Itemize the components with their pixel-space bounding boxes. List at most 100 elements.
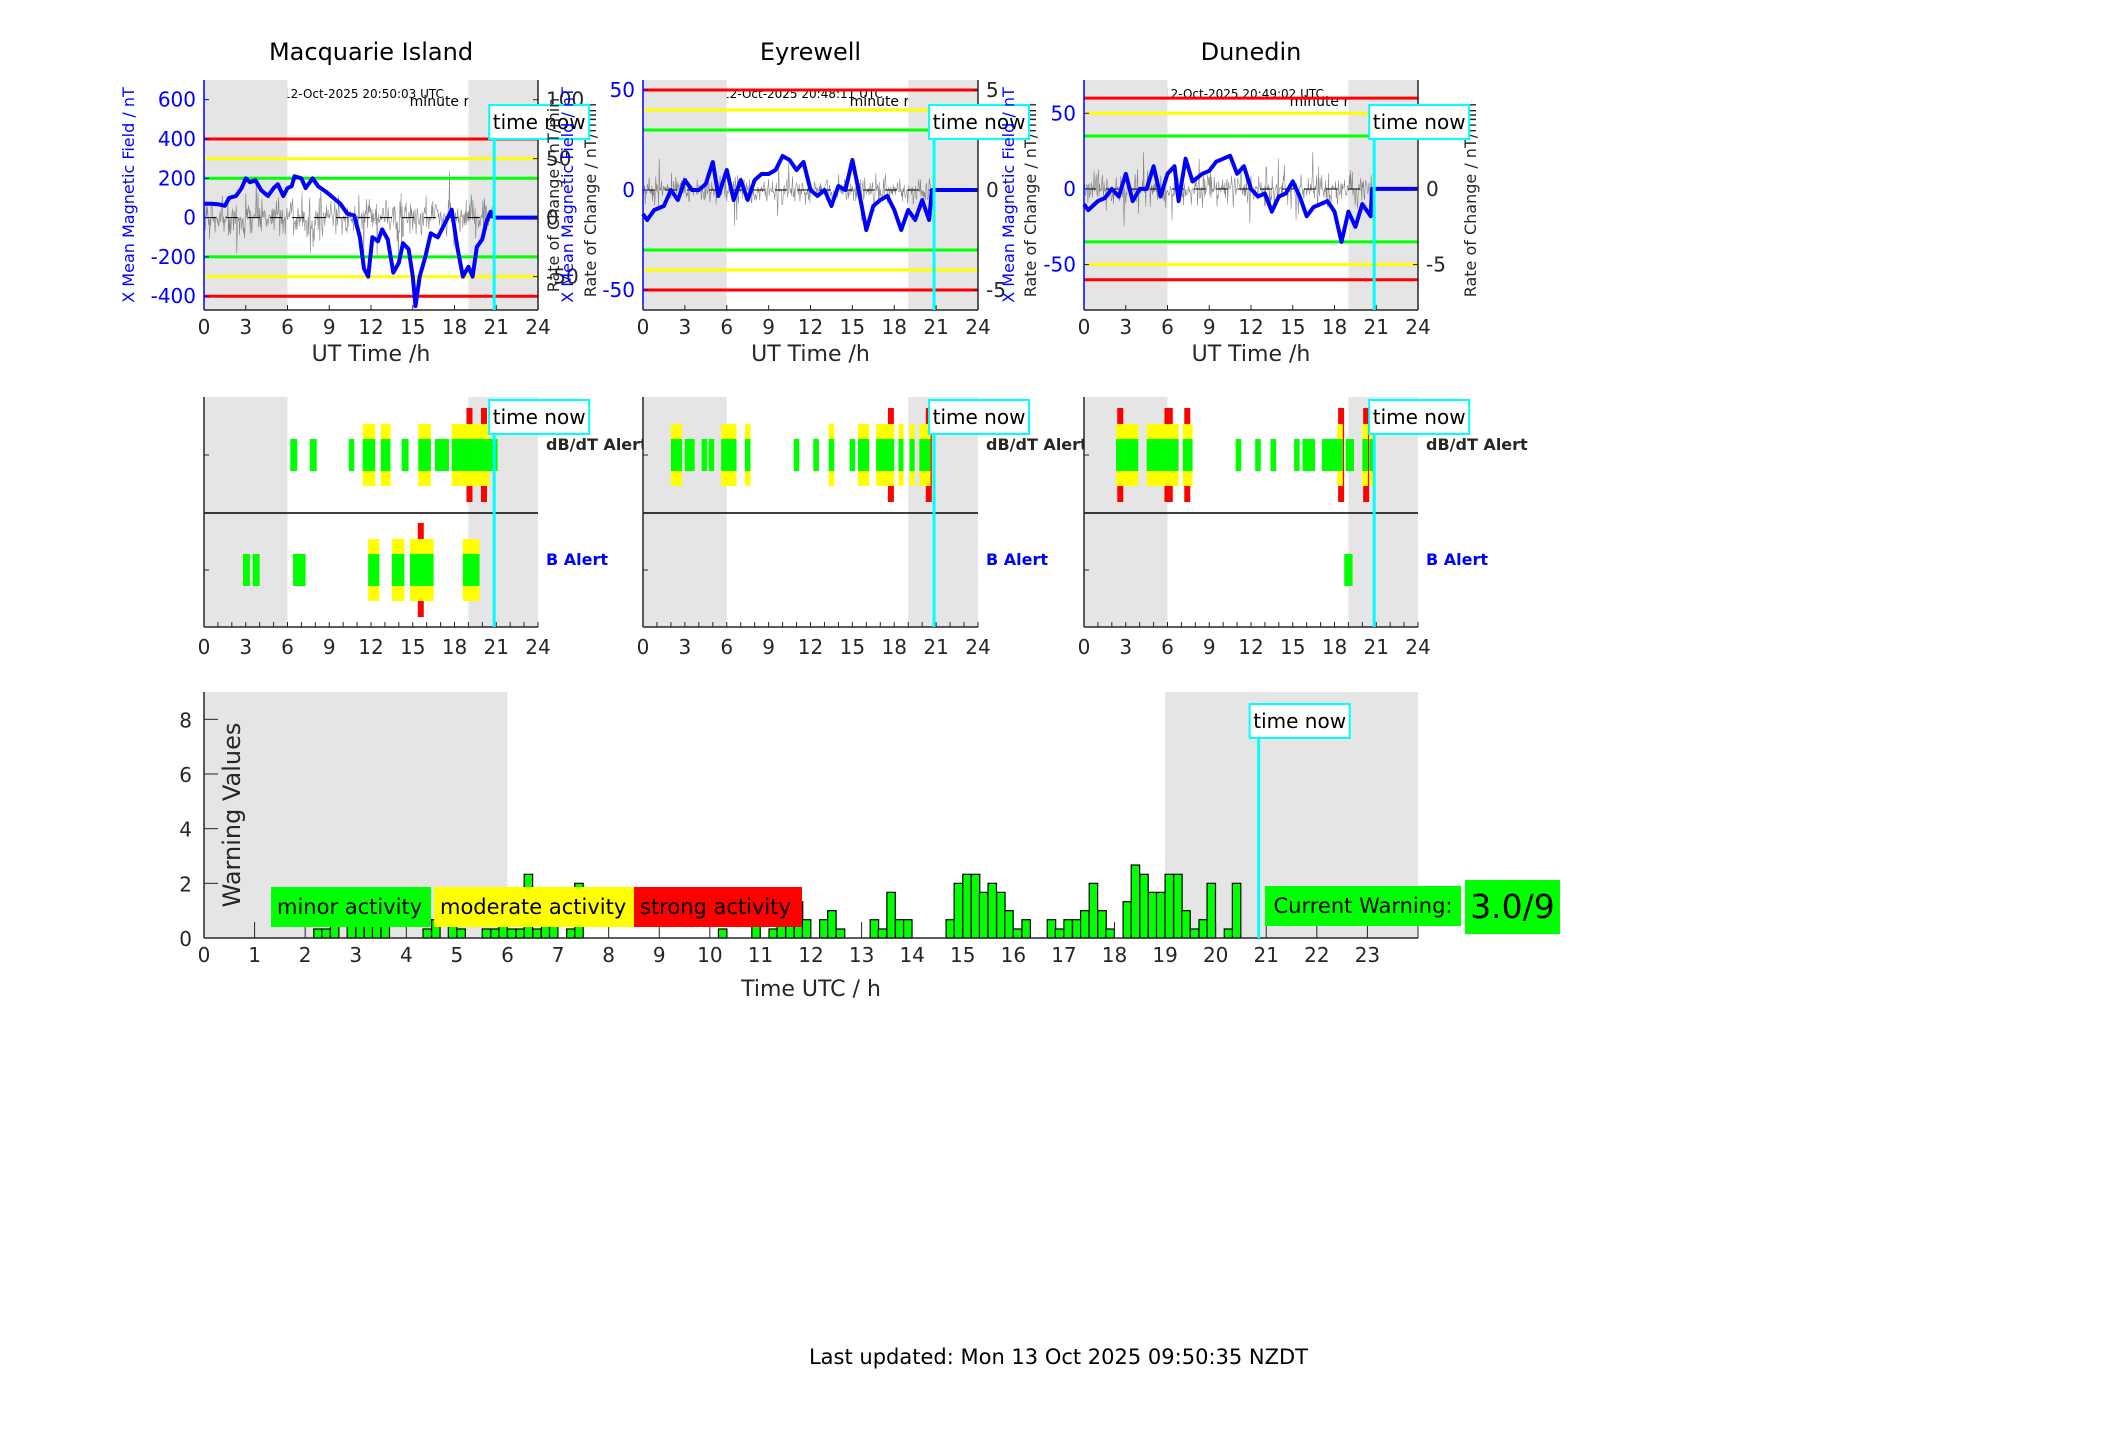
alert-1-time-now-box — [928, 399, 1031, 435]
hist-xtick-label: 21 — [1254, 943, 1279, 967]
alert-1-dbdt-mark — [919, 439, 925, 471]
hist-bar — [945, 919, 956, 939]
alert-2-xtick-label: 24 — [1405, 635, 1430, 659]
station-1-xtick-label: 6 — [720, 315, 733, 339]
hist-xtick-label: 20 — [1203, 943, 1228, 967]
hist-xtick-label: 14 — [899, 943, 924, 967]
hist-bar — [1164, 873, 1175, 939]
hist-bar — [506, 928, 517, 939]
hist-bar — [1130, 864, 1141, 939]
alert-0-dbdt-mark — [380, 439, 391, 471]
station-0-xtick-label: 18 — [442, 315, 467, 339]
station-1-ylabel-left: X Mean Magnetic Field / nT — [558, 87, 577, 303]
station-2-shade-0 — [1084, 80, 1168, 310]
alert-1-dbdt-mark — [708, 439, 715, 471]
alert-0-xtick-label: 6 — [281, 635, 294, 659]
station-1-xtick-label: 21 — [923, 315, 948, 339]
hist-xtick-label: 19 — [1152, 943, 1177, 967]
hist-bar — [801, 919, 812, 939]
alert-2-b-label: B Alert — [1426, 550, 1488, 569]
alert-2-xtick-label: 3 — [1119, 635, 1132, 659]
station-1-xtick-label: 15 — [840, 315, 865, 339]
hist-xtick-label: 1 — [248, 943, 261, 967]
station-1-xtick-label: 18 — [882, 315, 907, 339]
hist-bar — [1231, 882, 1242, 939]
hist-bar — [1063, 919, 1073, 939]
alert-2-xtick-label: 6 — [1161, 635, 1174, 659]
hist-bar — [978, 891, 989, 939]
hist-bar — [481, 928, 492, 939]
hist-bar — [1223, 928, 1234, 939]
alert-0-time-now-box — [488, 399, 591, 435]
hist-bar — [1046, 919, 1057, 939]
hist-xtick-label: 8 — [602, 943, 615, 967]
alert-0-xtick-label: 15 — [400, 635, 425, 659]
alert-0-dbdt-mark — [401, 439, 409, 471]
station-0-ytick-left-label: 600 — [158, 88, 196, 112]
alert-2-dbdt-mark — [1369, 439, 1375, 471]
hist-time-now-box — [1248, 703, 1351, 739]
alert-2-xtick-label: 12 — [1238, 635, 1263, 659]
alert-1-dbdt-mark — [701, 439, 708, 471]
alert-2-dbdt-mark — [1116, 439, 1125, 471]
alert-2-time-now-box — [1368, 399, 1471, 435]
alert-2-shade-1 — [1348, 397, 1418, 627]
station-2-xtick-label: 6 — [1161, 315, 1174, 339]
hist-ytick-label: 8 — [179, 708, 192, 732]
alert-1-shade-0 — [643, 397, 727, 627]
station-2-ytick-left-label: 0 — [1063, 177, 1076, 201]
station-0-ytick-left-label: 400 — [158, 127, 196, 151]
station-0-xtick-label: 0 — [198, 315, 211, 339]
station-2-xtick-label: 24 — [1405, 315, 1430, 339]
station-2-ytick-right-label: 0 — [1426, 177, 1439, 201]
alert-1-dbdt-mark — [887, 439, 893, 471]
station-2-xtick-label: 9 — [1203, 315, 1216, 339]
station-0-xtick-label: 21 — [484, 315, 509, 339]
alert-1-dbdt-mark — [898, 439, 904, 471]
station-1-ytick-left-label: -50 — [602, 278, 635, 302]
hist-xtick-label: 2 — [299, 943, 312, 967]
station-2-xlabel: UT Time /h — [1192, 342, 1311, 367]
station-0-xtick-label: 12 — [358, 315, 383, 339]
alert-2-dbdt-mark — [1270, 439, 1277, 471]
alert-0-b-mark — [242, 554, 250, 586]
alert-0-xtick-label: 12 — [358, 635, 383, 659]
station-0-xtick-label: 24 — [525, 315, 550, 339]
alert-2-xtick-label: 0 — [1078, 635, 1091, 659]
alert-1-xtick-label: 12 — [798, 635, 823, 659]
hist-xtick-label: 9 — [653, 943, 666, 967]
alert-0-shade-0 — [204, 397, 288, 627]
alert-0-xtick-label: 24 — [525, 635, 550, 659]
hist-bar — [1012, 928, 1023, 939]
alert-2-time-now-label: time now — [1373, 405, 1466, 429]
hist-bar — [1155, 891, 1166, 939]
station-2-xtick-label: 21 — [1364, 315, 1389, 339]
station-1-time-now-box — [928, 104, 1031, 140]
hist-bar — [996, 891, 1006, 939]
station-1-xlabel: UT Time /h — [751, 342, 870, 367]
hist-xtick-label: 4 — [400, 943, 413, 967]
station-2-xtick-label: 12 — [1238, 315, 1263, 339]
alert-1-b-label: B Alert — [986, 550, 1048, 569]
station-2-ytick-right-label: -5 — [1426, 253, 1446, 277]
station-0-ytick-left-label: -200 — [151, 245, 196, 269]
hist-bar — [962, 873, 972, 939]
station-1-ytick-left-label: 0 — [622, 178, 635, 202]
hist-bar — [768, 928, 779, 939]
alert-0-xtick-label: 0 — [198, 635, 211, 659]
station-1-xtick-label: 9 — [762, 315, 775, 339]
hist-xtick-label: 12 — [798, 943, 823, 967]
hist-xtick-label: 0 — [198, 943, 211, 967]
hist-bar — [1189, 928, 1200, 939]
alert-1-dbdt-mark — [744, 439, 751, 471]
current-warning-label: Current Warning: — [1265, 886, 1461, 926]
alert-1-dbdt-mark — [684, 439, 695, 471]
station-0-ytick-right-label: -50 — [546, 265, 579, 289]
hist-bar — [1097, 910, 1107, 939]
alert-2-dbdt-mark — [1235, 439, 1242, 471]
hist-bar — [532, 928, 542, 939]
station-0-ytick-left-label: -400 — [151, 284, 196, 308]
hist-bar — [456, 928, 466, 939]
station-2-title: Dunedin — [1201, 38, 1302, 66]
